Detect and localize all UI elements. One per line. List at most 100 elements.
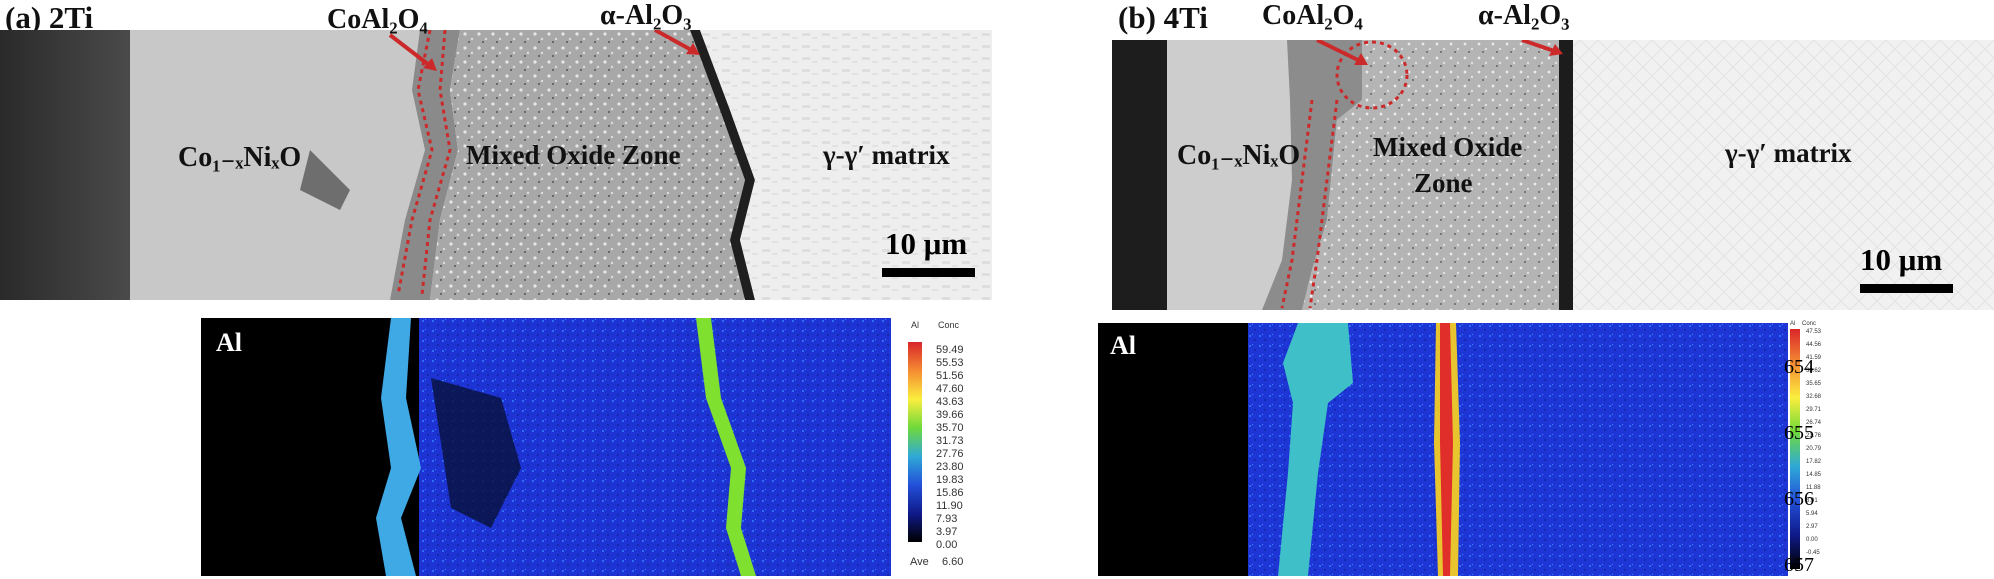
panel-a-matrix-label: γ-γ′ matrix [823,140,950,170]
panel-b-eds-map: Al [1098,323,1788,576]
coal2o4-dotted-outline-3 [1308,99,1339,309]
legend-b-value: 11.88 [1806,485,1821,491]
panel-a-coni-oxide-label: Co₁₋ₓNiₓO [178,142,302,173]
legend-a-value: 55.53 [936,357,964,369]
legend-b-overlay-number: 656 [1784,488,1814,510]
eds-alumina-core [1440,323,1453,576]
legend-a-value: 7.93 [936,513,958,525]
dark-void-region [0,30,130,300]
panel-b-scale-text: 10 μm [1860,242,1943,277]
legend-b-value: 29.71 [1806,407,1822,413]
panel-b-coal2o4-label: CoAl₂O₄ [1262,0,1363,31]
panel-b-eds-element-label: Al [1110,331,1136,360]
panel-a-mixed-zone-label: Mixed Oxide Zone [466,140,681,170]
panel-b-eds-svg [1248,323,1788,576]
legend-a-value: 19.83 [936,474,964,486]
coal2o4-dotted-outline [1335,40,1409,110]
legend-a-value: 11.90 [936,500,963,512]
coal2o4-layer [390,30,460,300]
coal2o4-arrowhead [423,58,437,71]
legend-b-value: 0.00 [1806,537,1818,543]
legend-b-value: 44.56 [1806,342,1822,348]
legend-b-value: 23.76 [1806,433,1822,439]
coal2o4-layer [1262,40,1362,310]
legend-a-value: 59.49 [936,344,964,356]
legend-a-value: 31.73 [936,435,964,447]
panel-a-alumina-label: α-Al₂O₃ [600,0,692,31]
legend-b-header-conc: Conc [1802,321,1817,327]
legend-a-value: 35.70 [936,422,964,434]
legend-a-value: 47.60 [936,383,964,395]
alumina-arrowhead [1549,44,1563,56]
legend-a-value: 27.76 [936,448,964,460]
coni-oxide-region [130,30,430,300]
legend-b-value: 14.85 [1806,472,1822,478]
legend-b-value: 41.59 [1806,355,1822,361]
panel-b-label: (b) 4Ti [1118,0,1208,35]
legend-b-value: -0.45 [1806,550,1820,556]
coal2o4-arrowhead [1354,53,1368,65]
legend-b-value: 35.65 [1806,381,1822,387]
alumina-arrowhead [686,43,700,55]
panel-b-eds-legend: Al Conc 47.53 44.56 41.59 38.62 35.65 32… [1784,321,1848,576]
legend-b-value: 20.79 [1806,446,1822,452]
panel-a-eds-legend: Al Conc 59.49 55.53 51.56 47.60 43.63 39… [906,320,986,575]
panel-b-coni-oxide-label: Co₁₋ₓNiₓO [1177,140,1301,171]
panel-a-sem-svg [0,30,992,300]
alumina-scale [1559,40,1573,310]
legend-b-overlay-number: 654 [1784,356,1814,378]
panel-a-label: (a) 2Ti [5,0,94,35]
eds-coal2o4-band [1278,323,1353,576]
legend-b-header-element: Al [1790,321,1796,327]
coal2o4-dotted-outline [396,30,434,296]
legend-b-value: 5.94 [1806,511,1818,517]
eds-dark-pores [431,378,521,528]
alumina-arrow [1521,40,1558,54]
panel-b-alumina-label: α-Al₂O₃ [1478,0,1570,31]
legend-a-value: 0.00 [936,539,958,551]
dark-void-region [1112,40,1167,310]
legend-a-ave-label: Ave [910,556,929,568]
legend-a-value: 39.66 [936,409,964,421]
panel-b-sem-svg [1112,40,1994,310]
panel-b-sem-image [1112,40,1994,310]
legend-a-ave-value: 6.60 [942,556,964,568]
panel-a-coal2o4-label: CoAl₂O₄ [327,4,428,35]
coal2o4-arrow [1316,40,1363,64]
coal2o4-dotted-outline-2 [1280,99,1314,309]
panel-a-eds-map: Al [201,318,891,576]
gamma-matrix-region [1573,40,1994,310]
legend-b-overlay-number: 657 [1784,554,1814,576]
alumina-arrow [654,30,696,54]
legend-a-value: 15.86 [936,487,964,499]
mixed-oxide-zone [1302,40,1572,310]
legend-b-value: 8.91 [1806,498,1818,504]
legend-a-colorbar [908,342,922,542]
alumina-scale [690,30,755,300]
panel-a-sem-image [0,30,992,300]
legend-b-overlay-number: 655 [1784,422,1814,444]
coal2o4-arrow [388,33,435,70]
eds-coal2o4-band [376,318,421,576]
panel-a-scale-text: 10 μm [885,226,968,261]
panel-b-mixed-zone-label-2: Zone [1414,168,1473,198]
panel-b-mixed-zone-label-1: Mixed Oxide [1373,132,1523,162]
eds-alumina-band [696,318,756,576]
legend-a-value: 43.63 [936,396,964,408]
legend-b-colorbar [1790,329,1800,569]
panel-a-eds-svg [376,318,891,576]
legend-a-header-conc: Conc [938,320,960,330]
legend-b-value: 32.68 [1806,394,1822,400]
gamma-matrix-region [700,30,992,300]
panel-a-scale-bar [882,268,975,277]
legend-a-value: 3.97 [936,526,958,538]
legend-b-value: 17.82 [1806,459,1822,465]
legend-b-value: 26.74 [1806,420,1822,426]
coal2o4-dotted-outline-2 [420,30,452,296]
mixed-oxide-zone [430,30,745,300]
legend-b-value: 47.53 [1806,329,1822,335]
panel-b-matrix-label: γ-γ′ matrix [1725,138,1852,168]
legend-a-value: 51.56 [936,370,964,382]
legend-a-value: 23.80 [936,461,964,473]
legend-b-value: 2.97 [1806,524,1818,530]
